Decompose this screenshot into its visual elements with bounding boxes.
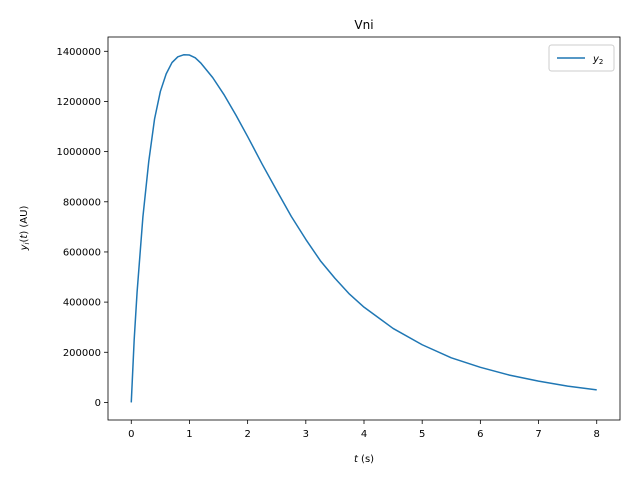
- y-axis-ticks: 0 200000 400000 600000 800000 1000000 1200000 1…: [56, 47, 108, 409]
- y-tick-label: 400000: [63, 298, 101, 309]
- series-layer: [130, 54, 597, 403]
- y-axis-args: (: [19, 239, 30, 243]
- y-axis-unit: ) (AU): [19, 206, 30, 235]
- x-axis-title: t (s): [354, 454, 374, 465]
- x-tick-label: 8: [594, 429, 600, 440]
- x-axis-ticks: 0 1 2 3 4 5 6 7 8: [128, 420, 600, 440]
- x-tick-label: 7: [535, 429, 541, 440]
- x-tick-label: 5: [419, 429, 425, 440]
- y-tick-label: 800000: [63, 197, 101, 208]
- x-tick-label: 2: [244, 429, 250, 440]
- y-tick-label: 1400000: [56, 47, 101, 58]
- y-axis-subscript: i: [23, 242, 31, 244]
- x-tick-label: 1: [186, 429, 192, 440]
- chart-title: Vni: [354, 18, 373, 32]
- x-tick-label: 4: [361, 429, 367, 440]
- x-tick-label: 0: [128, 429, 134, 440]
- y-axis-arg-var: t: [19, 234, 30, 239]
- x-tick-label: 6: [477, 429, 483, 440]
- y-tick-label: 200000: [63, 348, 101, 359]
- y-tick-label: 1200000: [56, 97, 101, 108]
- y-tick-label: 600000: [63, 247, 101, 258]
- legend: y2: [548, 44, 615, 72]
- x-axis-variable: t: [354, 454, 359, 465]
- x-tick-label: 3: [303, 429, 309, 440]
- legend-label: y2: [592, 54, 603, 66]
- y-tick-label: 1000000: [56, 147, 101, 158]
- series-line-y2: [130, 54, 597, 403]
- y-tick-label: 0: [95, 398, 101, 409]
- y-axis-variable: y: [19, 243, 30, 251]
- y-axis-title: yi(t) (AU): [19, 206, 31, 252]
- x-axis-unit: (s): [358, 454, 374, 465]
